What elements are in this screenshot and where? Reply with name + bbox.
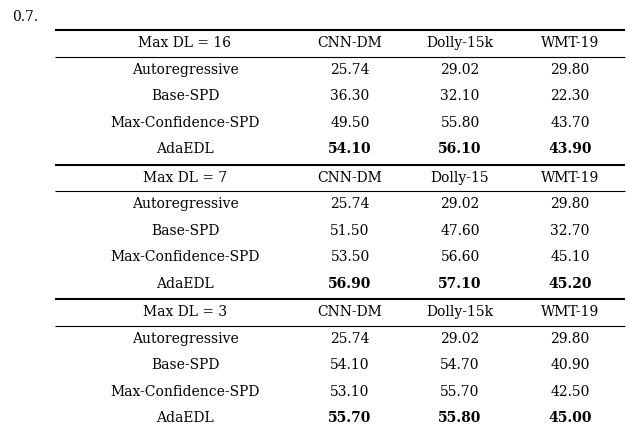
Text: 25.74: 25.74 — [330, 332, 370, 346]
Text: 49.50: 49.50 — [330, 116, 370, 130]
Text: 36.30: 36.30 — [330, 89, 370, 103]
Text: AdaEDL: AdaEDL — [156, 142, 214, 156]
Text: CNN-DM: CNN-DM — [317, 305, 382, 320]
Text: Autoregressive: Autoregressive — [132, 63, 238, 77]
Text: Autoregressive: Autoregressive — [132, 332, 238, 346]
Text: Base-SPD: Base-SPD — [151, 358, 219, 373]
Text: 42.50: 42.50 — [550, 385, 589, 399]
Text: WMT-19: WMT-19 — [541, 305, 599, 320]
Text: 55.80: 55.80 — [440, 116, 479, 130]
Text: 29.02: 29.02 — [440, 332, 479, 346]
Text: 32.10: 32.10 — [440, 89, 480, 103]
Text: 43.90: 43.90 — [548, 142, 592, 156]
Text: CNN-DM: CNN-DM — [317, 36, 382, 50]
Text: WMT-19: WMT-19 — [541, 171, 599, 185]
Text: 51.50: 51.50 — [330, 224, 370, 238]
Text: 55.70: 55.70 — [440, 385, 480, 399]
Text: Max-Confidence-SPD: Max-Confidence-SPD — [110, 250, 260, 265]
Text: 29.80: 29.80 — [550, 197, 589, 212]
Text: Autoregressive: Autoregressive — [132, 197, 238, 212]
Text: Dolly-15: Dolly-15 — [431, 171, 490, 185]
Text: 45.00: 45.00 — [548, 411, 592, 424]
Text: 25.74: 25.74 — [330, 197, 370, 212]
Text: 29.02: 29.02 — [440, 63, 479, 77]
Text: AdaEDL: AdaEDL — [156, 277, 214, 291]
Text: 54.10: 54.10 — [330, 358, 370, 373]
Text: 25.74: 25.74 — [330, 63, 370, 77]
Text: Max DL = 7: Max DL = 7 — [143, 171, 227, 185]
Text: AdaEDL: AdaEDL — [156, 411, 214, 424]
Text: 45.20: 45.20 — [548, 277, 592, 291]
Text: CNN-DM: CNN-DM — [317, 171, 382, 185]
Text: Max DL = 3: Max DL = 3 — [143, 305, 227, 320]
Text: 57.10: 57.10 — [438, 277, 482, 291]
Text: Max-Confidence-SPD: Max-Confidence-SPD — [110, 116, 260, 130]
Text: 56.90: 56.90 — [328, 277, 372, 291]
Text: 0.7.: 0.7. — [12, 10, 38, 24]
Text: 40.90: 40.90 — [550, 358, 589, 373]
Text: 56.60: 56.60 — [440, 250, 479, 265]
Text: 32.70: 32.70 — [550, 224, 589, 238]
Text: Base-SPD: Base-SPD — [151, 89, 219, 103]
Text: Dolly-15k: Dolly-15k — [426, 305, 493, 320]
Text: WMT-19: WMT-19 — [541, 36, 599, 50]
Text: 53.10: 53.10 — [330, 385, 370, 399]
Text: Max-Confidence-SPD: Max-Confidence-SPD — [110, 385, 260, 399]
Text: 29.02: 29.02 — [440, 197, 479, 212]
Text: 29.80: 29.80 — [550, 63, 589, 77]
Text: 29.80: 29.80 — [550, 332, 589, 346]
Text: Base-SPD: Base-SPD — [151, 224, 219, 238]
Text: Dolly-15k: Dolly-15k — [426, 36, 493, 50]
Text: 55.80: 55.80 — [438, 411, 482, 424]
Text: 55.70: 55.70 — [328, 411, 372, 424]
Text: 45.10: 45.10 — [550, 250, 589, 265]
Text: 53.50: 53.50 — [330, 250, 370, 265]
Text: 54.70: 54.70 — [440, 358, 480, 373]
Text: 47.60: 47.60 — [440, 224, 480, 238]
Text: Max DL = 16: Max DL = 16 — [138, 36, 232, 50]
Text: 54.10: 54.10 — [328, 142, 372, 156]
Text: 56.10: 56.10 — [438, 142, 482, 156]
Text: 22.30: 22.30 — [550, 89, 589, 103]
Text: 43.70: 43.70 — [550, 116, 589, 130]
